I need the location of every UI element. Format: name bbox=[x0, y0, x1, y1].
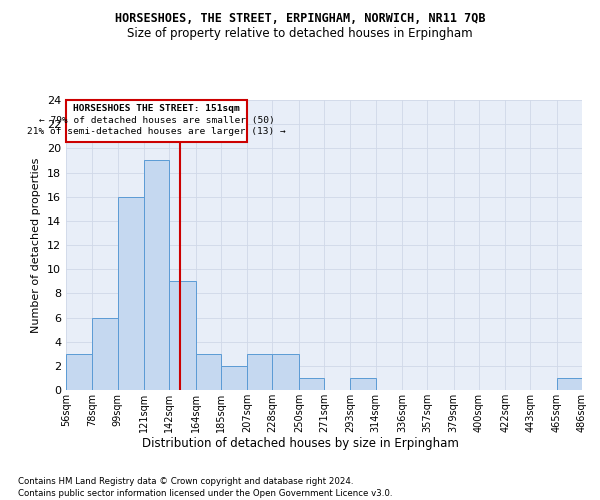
Bar bbox=[299, 378, 324, 390]
Y-axis label: Number of detached properties: Number of detached properties bbox=[31, 158, 41, 332]
Bar bbox=[169, 281, 196, 390]
Text: HORSESHOES, THE STREET, ERPINGHAM, NORWICH, NR11 7QB: HORSESHOES, THE STREET, ERPINGHAM, NORWI… bbox=[115, 12, 485, 26]
Text: Size of property relative to detached houses in Erpingham: Size of property relative to detached ho… bbox=[127, 28, 473, 40]
Bar bbox=[92, 318, 118, 390]
Bar bbox=[196, 354, 221, 390]
Bar bbox=[272, 354, 299, 390]
Bar bbox=[247, 354, 272, 390]
Text: Contains HM Land Registry data © Crown copyright and database right 2024.: Contains HM Land Registry data © Crown c… bbox=[18, 478, 353, 486]
Text: ← 79% of detached houses are smaller (50): ← 79% of detached houses are smaller (50… bbox=[39, 116, 274, 124]
Text: Distribution of detached houses by size in Erpingham: Distribution of detached houses by size … bbox=[142, 438, 458, 450]
Bar bbox=[118, 196, 144, 390]
Text: 21% of semi-detached houses are larger (13) →: 21% of semi-detached houses are larger (… bbox=[27, 127, 286, 136]
Bar bbox=[221, 366, 247, 390]
Text: Contains public sector information licensed under the Open Government Licence v3: Contains public sector information licen… bbox=[18, 489, 392, 498]
Bar bbox=[350, 378, 376, 390]
Text: HORSESHOES THE STREET: 151sqm: HORSESHOES THE STREET: 151sqm bbox=[73, 104, 240, 113]
Bar bbox=[557, 378, 582, 390]
Bar bbox=[66, 354, 92, 390]
Bar bbox=[144, 160, 169, 390]
FancyBboxPatch shape bbox=[66, 100, 247, 142]
